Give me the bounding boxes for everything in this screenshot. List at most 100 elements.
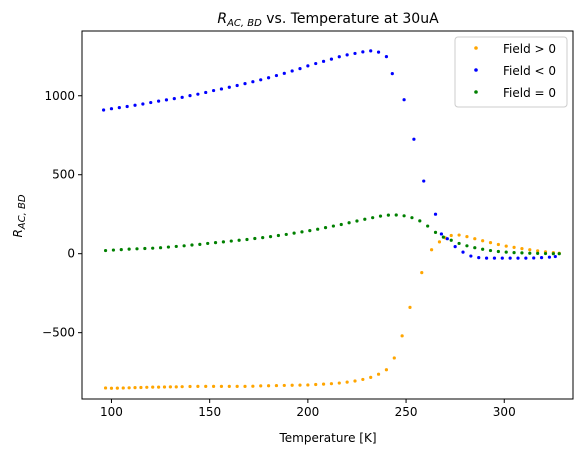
data-point — [321, 382, 326, 386]
data-point — [115, 386, 119, 390]
data-point — [504, 250, 508, 254]
data-point — [469, 254, 473, 258]
data-point — [461, 250, 465, 254]
data-point — [259, 384, 263, 388]
data-point — [465, 235, 469, 239]
data-point — [221, 240, 226, 244]
data-point — [188, 94, 192, 98]
data-point — [141, 102, 145, 106]
data-point — [206, 241, 210, 246]
data-point — [266, 76, 271, 80]
data-point — [371, 216, 375, 220]
data-point — [384, 54, 389, 59]
data-point — [298, 383, 302, 387]
data-point — [547, 255, 552, 259]
legend-marker — [474, 90, 478, 94]
data-point — [481, 247, 485, 251]
data-point — [298, 66, 302, 71]
data-point — [253, 236, 257, 241]
data-point — [188, 384, 192, 389]
data-point — [235, 83, 239, 88]
data-point — [321, 59, 326, 63]
data-point — [245, 237, 249, 242]
data-point — [394, 213, 398, 217]
data-point — [536, 251, 540, 255]
data-point — [151, 246, 155, 250]
data-point — [528, 251, 532, 255]
data-point — [418, 219, 422, 223]
data-point — [536, 249, 540, 253]
data-point — [553, 254, 557, 259]
data-point — [378, 214, 383, 218]
data-point — [445, 237, 449, 241]
plot-frame — [81, 30, 574, 400]
legend-label: Field < 0 — [503, 64, 556, 78]
data-point — [392, 356, 396, 360]
data-point — [229, 239, 233, 243]
y-tick-label: 500 — [52, 168, 75, 182]
data-point — [211, 384, 216, 388]
data-point — [103, 248, 108, 253]
data-point — [481, 239, 485, 243]
data-point — [465, 244, 469, 248]
data-point — [426, 224, 430, 228]
data-point — [453, 244, 457, 249]
data-point — [127, 386, 131, 390]
data-point — [386, 213, 390, 217]
data-point — [355, 219, 359, 223]
data-point — [158, 246, 163, 250]
data-point — [243, 384, 247, 388]
data-point — [292, 231, 296, 235]
data-point — [429, 248, 434, 252]
data-point — [500, 256, 504, 260]
data-point — [300, 230, 304, 234]
data-point — [119, 247, 123, 252]
data-point — [376, 372, 381, 376]
data-point — [211, 88, 216, 93]
data-point — [402, 214, 406, 218]
y-axis-title: RAC, BD — [11, 194, 28, 237]
data-point — [384, 368, 389, 372]
x-tick-label: 250 — [395, 405, 418, 419]
data-point — [402, 98, 406, 102]
data-point — [284, 232, 288, 237]
data-point — [551, 252, 555, 256]
data-point — [290, 383, 294, 387]
series-1 — [102, 49, 557, 260]
data-point — [543, 251, 548, 256]
data-point — [168, 385, 172, 389]
data-point — [180, 385, 184, 389]
data-point — [376, 50, 381, 54]
data-point — [329, 57, 334, 61]
data-point — [528, 248, 532, 252]
chart-title: RAC, BD vs. Temperature at 30uA — [217, 11, 439, 29]
x-axis: 100 150 200 250 300 — [100, 399, 516, 419]
data-point — [539, 256, 544, 260]
plot-area — [102, 49, 561, 390]
data-point — [329, 382, 334, 386]
data-point — [172, 97, 176, 101]
data-point — [532, 256, 536, 260]
data-point — [314, 61, 318, 66]
data-point — [390, 72, 394, 76]
data-point — [227, 384, 231, 388]
data-point — [457, 241, 461, 246]
legend-label: Field = 0 — [503, 86, 556, 100]
x-axis-title: Temperature [K] — [278, 431, 376, 445]
data-point — [282, 71, 286, 75]
data-point — [243, 81, 247, 86]
data-point — [323, 226, 328, 230]
data-point — [410, 216, 414, 220]
data-point — [353, 379, 357, 383]
data-point — [345, 380, 349, 384]
data-point — [353, 51, 357, 56]
data-point — [133, 103, 137, 107]
data-point — [314, 382, 318, 387]
data-point — [331, 224, 335, 228]
data-point — [103, 386, 108, 390]
y-axis: −500 0 500 1000 — [42, 89, 82, 340]
data-point — [516, 256, 520, 260]
data-point — [306, 383, 310, 387]
data-point — [157, 385, 161, 389]
data-point — [135, 247, 139, 251]
